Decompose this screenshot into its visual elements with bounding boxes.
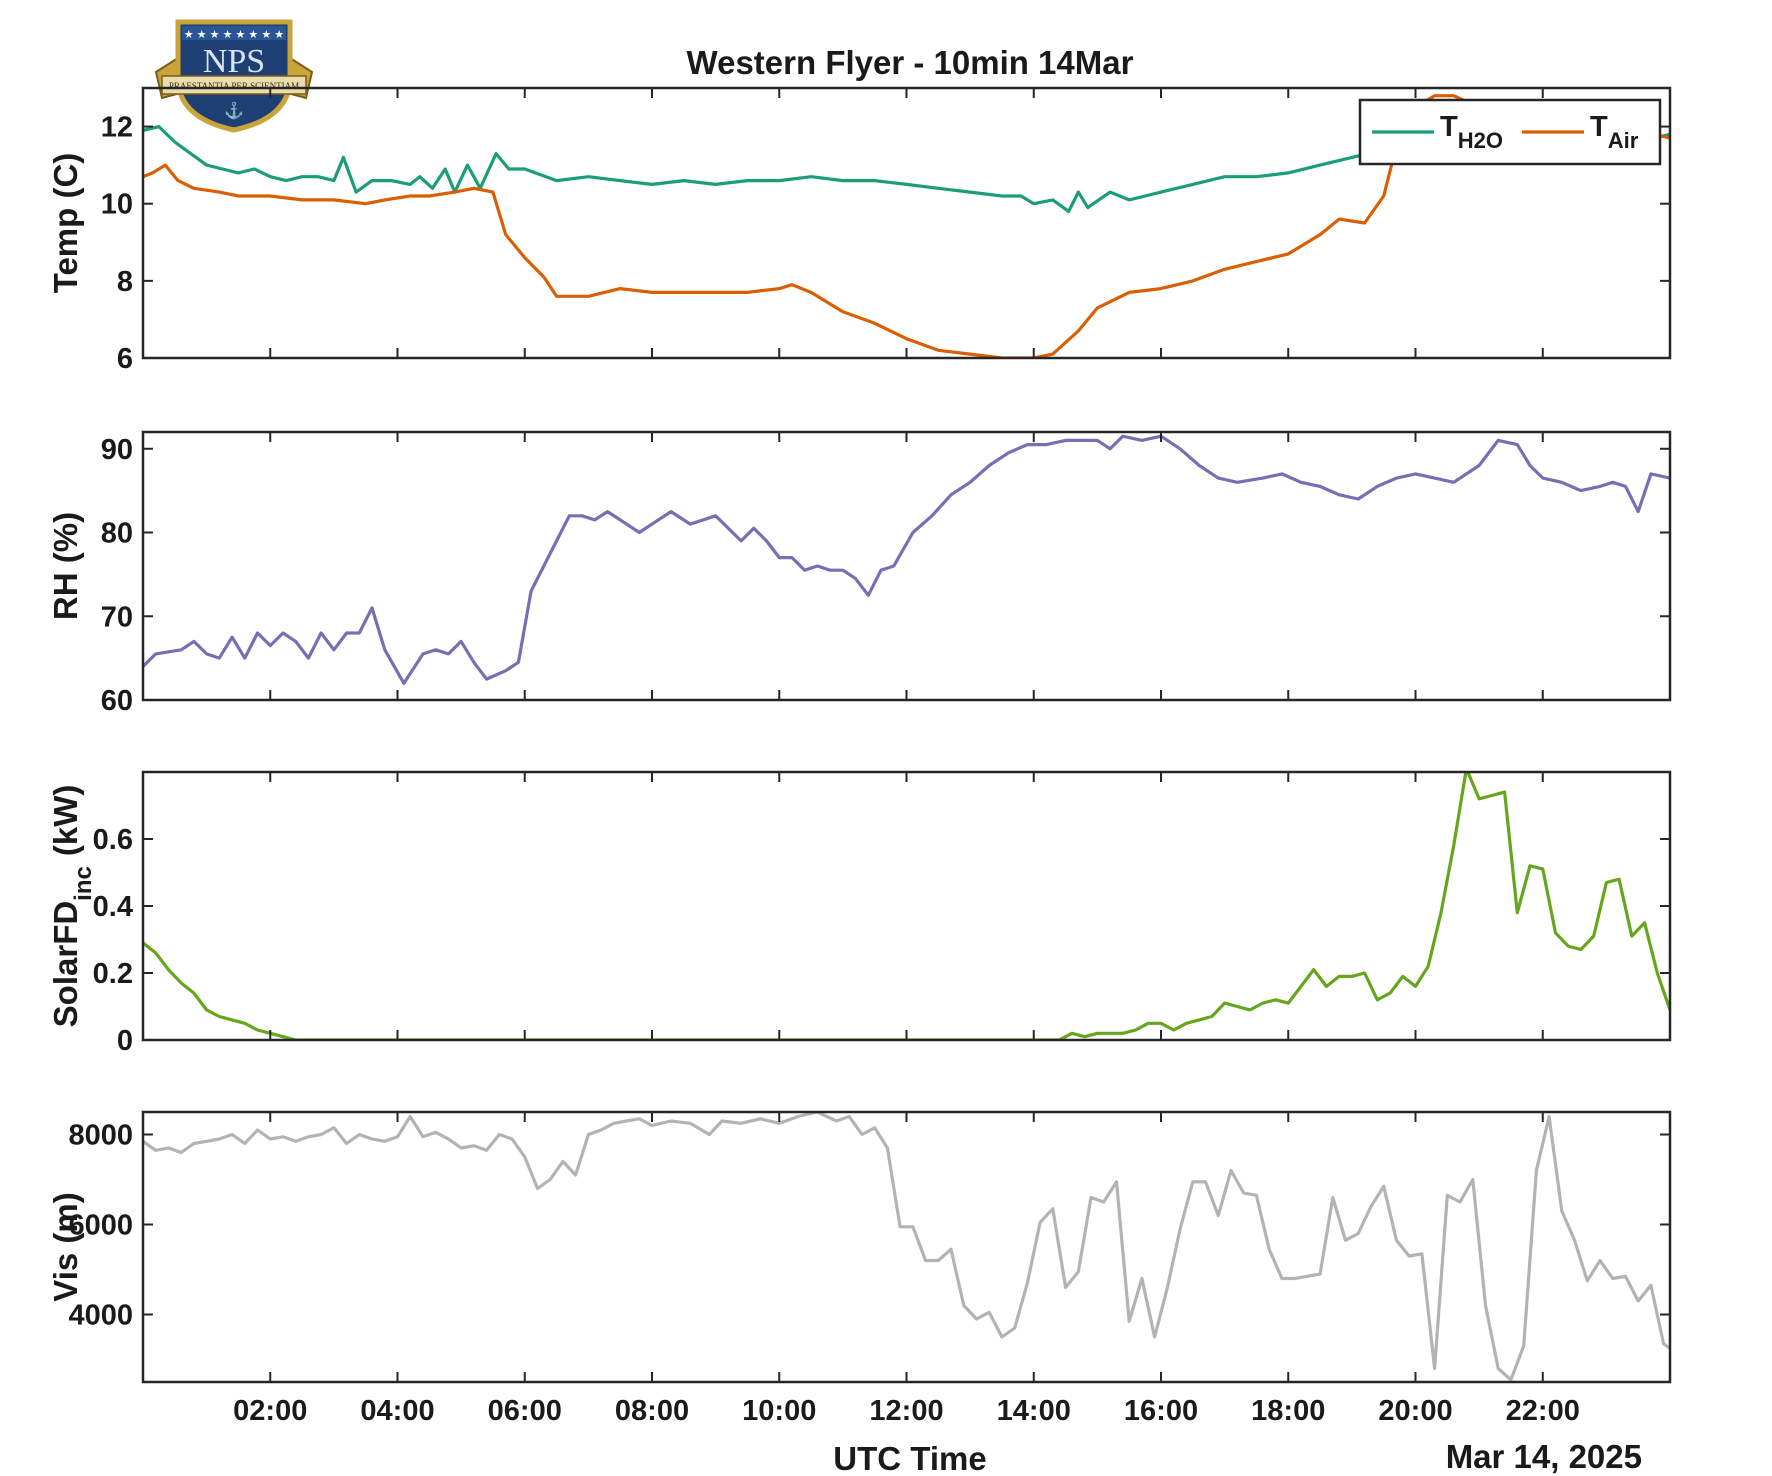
x-tick-label: 18:00 [1251,1395,1325,1427]
y-axis-label-main: Temp (C) [47,153,84,294]
y-tick-label: 0.4 [93,891,133,923]
y-tick-label: 8 [117,266,133,298]
x-tick-label: 02:00 [233,1395,307,1427]
y-tick-label: 0 [117,1025,133,1057]
y-tick-label: 70 [101,601,133,633]
y-axis-label: Vis (m) [47,1192,84,1301]
logo-text: NPS [203,43,265,80]
panel-2: 60 70 80 90 RH (%) [47,430,1672,717]
y-axis-label: SolarFDinc (kW) [47,785,97,1028]
x-tick-label: 14:00 [997,1395,1071,1427]
y-axis-label-unit: (kW) [47,785,84,856]
y-axis-label: Temp (C) [47,153,84,294]
chart-title: Western Flyer - 10min 14Mar [687,44,1134,81]
y-axis-label-main: RH (%) [47,512,84,620]
x-tick-label: 06:00 [488,1395,562,1427]
legend-entry-main: T [1440,111,1458,143]
x-tick-label: 16:00 [1124,1395,1198,1427]
y-tick-label: 8000 [68,1120,133,1152]
y-tick-label: 0.6 [93,824,133,856]
panel-4: 02:00 04:00 06:00 08:00 10:00 12:00 14:00 16:00… [47,1110,1672,1427]
x-axis-date-label: Mar 14, 2025 [1446,1438,1642,1475]
legend-entry: TAir [1590,111,1639,153]
legend-entry-sub: Air [1608,128,1639,153]
y-axis-label-main: Vis (m) [47,1192,84,1301]
y-axis-label-sub: inc [70,866,97,901]
x-tick-label: 12:00 [869,1395,943,1427]
y-tick-label: 0.2 [93,958,133,990]
x-tick-label: 22:00 [1506,1395,1580,1427]
axes-box [141,1110,1672,1384]
legend-entry-main: T [1590,111,1608,143]
x-tick-label: 04:00 [360,1395,434,1427]
legend: TH2O TAir [1358,98,1662,166]
panel-3: 0 0.2 0.4 0.6 SolarFDinc (kW) [47,770,1672,1057]
y-tick-label: 80 [101,518,133,550]
x-tick-label: 20:00 [1378,1395,1452,1427]
logo-motto: PRAESTANTIA PER SCIENTIAM [169,81,299,91]
x-tick-label: 10:00 [742,1395,816,1427]
y-tick-label: 90 [101,434,133,466]
nps-logo: ★ ★ ★ ★ ★ ★ ★ ★ NPS PRAESTANTIA PER SCIE… [154,19,314,133]
axes-box [141,430,1672,702]
y-tick-label: 6 [117,343,133,375]
logo-ship: ⚓ [224,101,244,120]
series-line-panel2 [143,434,1670,685]
y-tick-label: 4000 [68,1300,133,1332]
logo-stars: ★ ★ ★ ★ ★ ★ ★ ★ [184,29,284,41]
logo-star-band [182,26,286,40]
y-axis-label: RH (%) [47,512,84,620]
y-tick-label: 60 [101,685,133,717]
legend-entry-sub: H2O [1458,128,1503,153]
y-tick-label: 10 [101,189,133,221]
x-tick-label: 08:00 [615,1395,689,1427]
x-axis-label: UTC Time [833,1440,986,1476]
series-line-panel4 [143,1112,1670,1382]
y-tick-label: 12 [101,112,133,144]
y-axis-label-main: SolarFD [47,901,84,1028]
legend-entry: TH2O [1440,111,1503,153]
series-line-panel3 [143,772,1670,1040]
y-tick-label: 6000 [68,1210,133,1242]
